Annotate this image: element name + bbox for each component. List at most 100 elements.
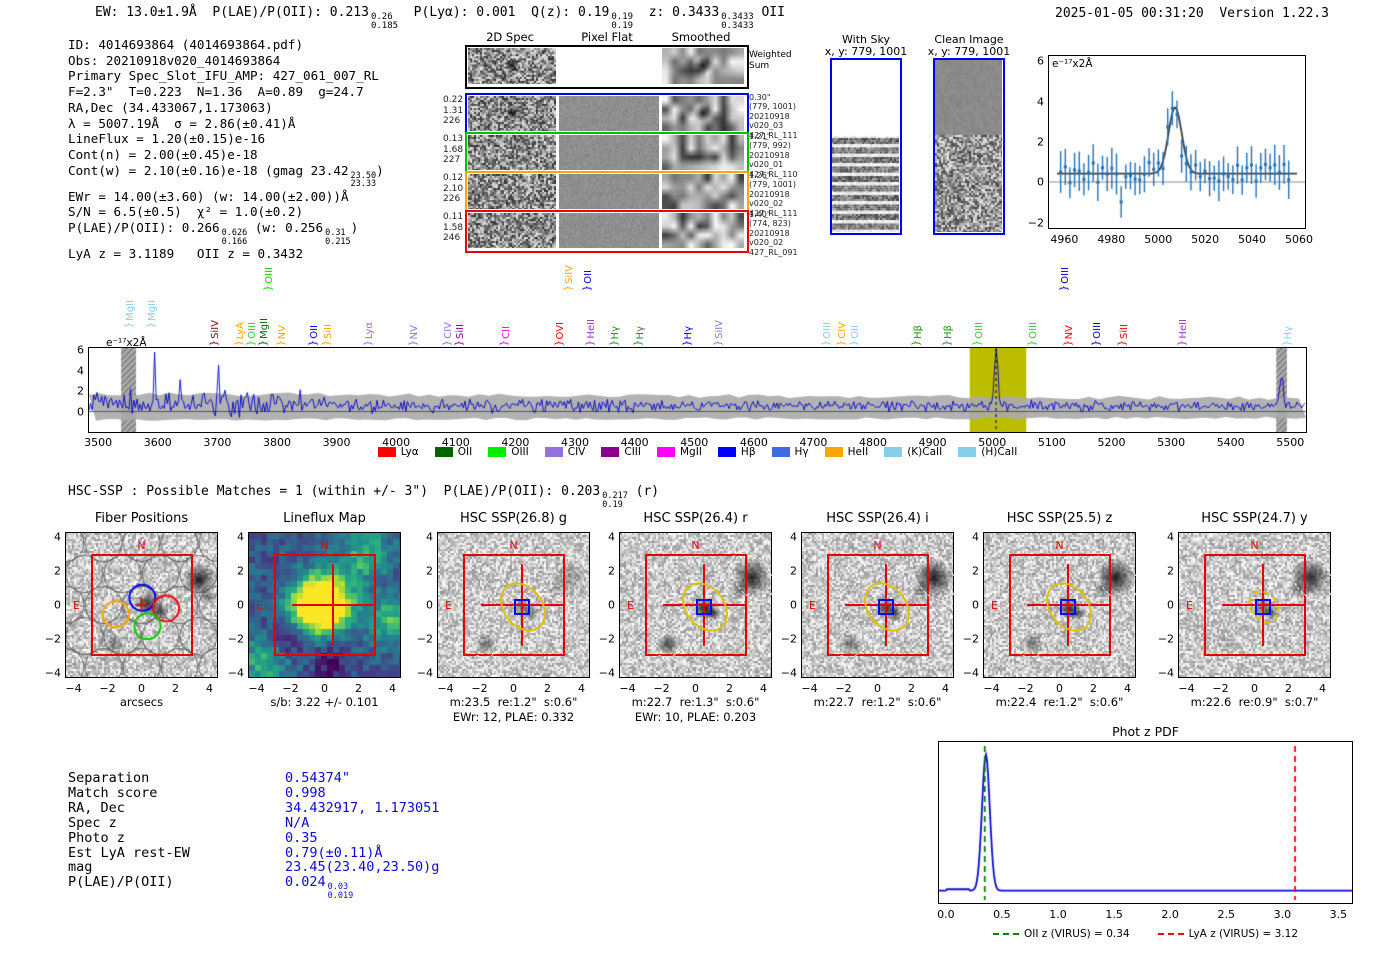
legend-swatch: [434, 447, 453, 457]
emission-line-label: OIII}: [263, 267, 275, 292]
cutout-xtick: −4: [801, 682, 818, 695]
sky-panel-image: [832, 60, 899, 232]
info-line: ID: 4014693864 (4014693864.pdf): [68, 37, 384, 53]
match-table-label: Photo z: [68, 829, 125, 846]
cutout-xtick: −2: [471, 682, 488, 695]
match-table-row: RA, Dec 34.432917, 1.173051: [68, 799, 439, 816]
weighted-label-line: Weighted: [749, 50, 792, 60]
photz-legend-label: OII z (VIRUS) = 0.34: [1023, 928, 1130, 940]
match-table-label: Separation: [68, 770, 150, 786]
text-segment: 23.45(23.40,23.50)g: [285, 859, 440, 876]
legend-swatch: [601, 447, 620, 457]
line-fit-ytick: 6: [1037, 54, 1044, 68]
line-label-bracket: }: [124, 321, 136, 329]
line-label-text: SiIV: [210, 320, 222, 339]
info-line: Cont(w) = 2.10(±0.16)e-18 (gmag 23.42 23.…: [68, 163, 384, 189]
row-right-value: v020_03: [749, 121, 784, 131]
spec2d-smoothed-strip: [662, 213, 744, 248]
cutout-xtick: −2: [835, 682, 852, 695]
row-right-value: 427_RL_110: [749, 169, 798, 179]
text-segment: HSC-SSP : Possible Matches = 1 (within +…: [68, 484, 601, 499]
emission-line-label: HeII}: [1177, 319, 1189, 347]
compass-north: N: [320, 539, 329, 552]
cutout-ytick: 4: [54, 530, 61, 544]
photz-legend-swatch: [992, 933, 1019, 935]
line-label-text: SiIV: [713, 320, 725, 339]
full-spectrum-xtick: 3700: [203, 436, 232, 449]
cutout-title: HSC SSP(26.4) i: [826, 511, 929, 526]
row-right-value: (779, 1001): [749, 180, 796, 190]
legend-item: OIII: [488, 446, 529, 458]
cutout-xtick: −2: [1017, 682, 1034, 695]
line-label-text: Hβ: [943, 325, 955, 339]
line-label-bracket: }: [246, 339, 257, 347]
photz-xtick: 1.5: [1105, 908, 1123, 921]
cutout-xtick: 4: [1124, 682, 1131, 695]
compass-east: E: [73, 599, 80, 612]
row-right-value: (779, 1001): [749, 102, 796, 112]
spec2d-row-left-labels: 0.22 1.31 226: [443, 95, 463, 127]
legend-label: Hγ: [794, 446, 809, 458]
emission-line-label: OIII}: [973, 322, 985, 347]
full-spectrum-xtick: 5200: [1097, 436, 1126, 449]
full-spectrum-ytick: 4: [77, 364, 84, 378]
sup-sub-value: 0.26 0.185: [370, 12, 399, 31]
match-table-row: Separation 0.54374": [68, 771, 439, 786]
spec2d-row-right-labels: 0.30" (779, 1001) 20210918 v020_03 427_RL_11…: [749, 93, 811, 140]
spec2d-pixelflat-strip: [559, 96, 659, 131]
row-right-value: 1.21": [749, 132, 771, 141]
line-label-text: NV: [277, 324, 289, 339]
text-segment: Cont(n) = 2.00(±0.45)e-18: [68, 146, 258, 162]
spec2d-noise-strip: [468, 48, 556, 84]
extraction-box: [462, 554, 565, 656]
cutout-title: HSC SSP(26.4) r: [643, 511, 748, 526]
text-segment: Cont(w) = 2.10(±0.16)e-18 (gmag 23.42: [68, 162, 349, 178]
line-label-text: SiII: [322, 323, 334, 339]
line-label-text: OIII: [822, 322, 834, 339]
photz-xtick: 3.0: [1273, 908, 1292, 921]
cutout-ytick: −2: [1157, 632, 1174, 646]
photz-title: Phot z PDF: [1112, 724, 1179, 739]
line-label-text: CII: [500, 326, 512, 339]
header-summary: EW: 13.0±1.9Å P(LAE)/P(OII): 0.213 0.26 0.…: [95, 5, 785, 30]
line-fit-xtick: 5060: [1284, 233, 1313, 246]
match-table-value: 0.54374": [285, 771, 350, 786]
legend-item: CIII: [601, 446, 641, 458]
info-line: EWr = 14.00(±3.60) (w: 14.00(±2.00))Å: [68, 189, 384, 205]
cutout-xlabel: m:22.4 re:1.2" s:0.6": [995, 695, 1124, 709]
match-table-label: Spec z: [68, 814, 117, 831]
emission-line-label: Hγ}: [634, 326, 646, 347]
row-left-value: 0.12: [443, 173, 464, 183]
full-spectrum-ytick: 6: [77, 343, 84, 357]
spec2d-exposure-row: [465, 132, 749, 175]
photz-xtick: 3.5: [1329, 908, 1348, 921]
line-label-text: OVI: [555, 321, 567, 340]
compass-east: E: [627, 599, 634, 612]
match-table-label: RA, Dec: [68, 799, 125, 816]
text-segment: S/N = 6.5(±0.5) χ² = 1.0(±0.2): [68, 204, 304, 220]
row-right-value: v020_01: [749, 160, 784, 170]
sky-panel-title: Clean Image: [934, 33, 1004, 46]
text-segment: 0.79(±0.11)Å: [285, 844, 383, 861]
photz-legend-label: LyA z (VIRUS) = 3.12: [1188, 928, 1299, 940]
line-label-text: OII: [309, 325, 321, 339]
emission-line-label: OIII}: [246, 322, 258, 347]
match-table-value: 0.79(±0.11)Å: [285, 844, 383, 861]
text-segment: LyA z = 3.1189 OII z = 0.3432: [68, 246, 304, 262]
compass-east: E: [809, 599, 816, 612]
line-label-bracket: }: [609, 339, 621, 347]
line-label-bracket: }: [835, 339, 847, 347]
cutout-xlabel2: EWr: 12, PLAE: 0.332: [452, 710, 575, 724]
line-label-text: MgII: [259, 318, 271, 339]
info-line: S/N = 6.5(±0.5) χ² = 1.0(±0.2): [68, 204, 384, 220]
emission-line-label: Hβ}: [912, 325, 924, 347]
cutout-ytick: 2: [790, 564, 797, 578]
emission-line-label: NV}: [408, 325, 420, 347]
text-segment: (r): [627, 484, 660, 499]
row-right-value: 20210918: [749, 150, 790, 160]
cutout-xlabel: m:22.7 re:1.3" s:0.6": [631, 695, 760, 709]
